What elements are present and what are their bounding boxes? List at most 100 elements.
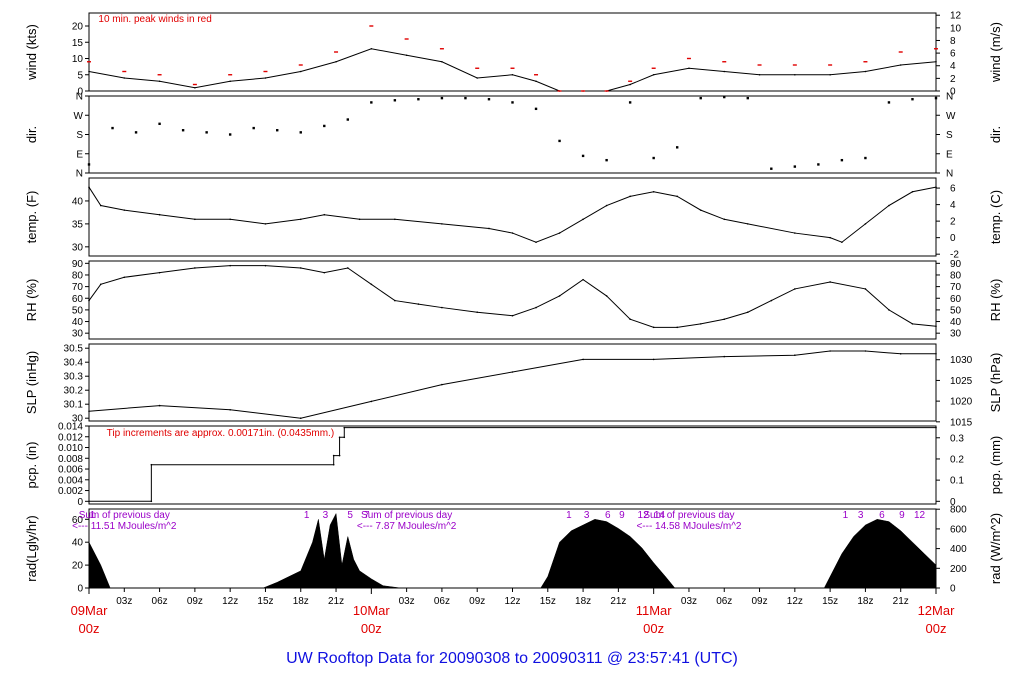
ytick-right-label: 6 [950, 49, 956, 60]
hour-tick-label: 15z [540, 596, 556, 607]
data-point [911, 98, 914, 101]
ytick-right-label: W [946, 111, 956, 122]
ytick-right-label: 30 [950, 329, 962, 340]
data-point [652, 190, 655, 193]
hour-tick-label: 12z [222, 596, 238, 607]
data-point [394, 218, 396, 221]
ytick-right-label: 1020 [950, 397, 973, 408]
ytick-label: 30 [72, 329, 84, 340]
series-line-pcp [89, 427, 936, 502]
hour-tick-label: 09z [751, 596, 767, 607]
hour-tick-label: 15z [257, 596, 273, 607]
data-point [511, 371, 514, 373]
data-point [487, 98, 491, 101]
data-point [652, 73, 655, 76]
data-point [699, 96, 702, 100]
ytick-label: 40 [72, 317, 84, 328]
data-point [652, 358, 655, 361]
ytick-right-label: 800 [950, 505, 967, 516]
data-point [158, 404, 161, 407]
data-point [488, 227, 490, 230]
ytick-right-label: 90 [950, 259, 962, 270]
data-point [794, 73, 796, 76]
ytick-label: 80 [72, 270, 84, 281]
ytick-label: 20 [72, 22, 84, 33]
data-point [535, 306, 537, 309]
data-point [276, 129, 279, 132]
ytick-right-label: 600 [950, 524, 967, 535]
hour-tick-label: 03z [116, 596, 132, 607]
data-point [181, 129, 185, 132]
data-point [343, 426, 346, 429]
data-point [205, 131, 208, 134]
data-point [229, 409, 231, 411]
data-point [899, 64, 902, 66]
x-axis: 03z 06z 09z 12z 15z 18z 21z 03z 06z 09z 12z 15z 18z 2… [71, 588, 956, 636]
data-point [299, 267, 302, 269]
data-point [99, 204, 102, 207]
data-point [299, 70, 302, 73]
ytick-label: 0.010 [58, 443, 83, 454]
data-point [582, 278, 584, 281]
ylabel-right-rh: RH (%) [988, 279, 1003, 322]
solar-hour-mark: 1 [304, 510, 310, 521]
ytick-label: 30 [72, 242, 84, 253]
ytick-right-label: 12 [950, 11, 962, 22]
ytick-right-label: -2 [950, 250, 959, 261]
ytick-label: S [76, 130, 83, 141]
date-hour-label: 00z [926, 621, 947, 636]
data-point [629, 318, 631, 321]
data-point [417, 303, 420, 305]
series-line-slp [88, 350, 936, 419]
date-label: 12Mar [918, 603, 956, 618]
ytick-right-label: 1015 [950, 417, 973, 428]
data-point [794, 288, 796, 290]
ytick-label: E [76, 149, 83, 160]
ytick-label: 15 [72, 38, 84, 49]
ylabel-right-rad: rad (W/m^2) [988, 513, 1003, 584]
ytick-right-label: 0 [950, 87, 956, 98]
data-point [476, 311, 479, 314]
hour-tick-label: 03z [681, 596, 697, 607]
data-point [150, 463, 153, 466]
data-point [88, 410, 90, 413]
data-point [264, 223, 267, 225]
ytick-right-label: 70 [950, 282, 962, 293]
hour-tick-label: 15z [822, 596, 838, 607]
data-point [534, 107, 538, 111]
data-point [746, 311, 749, 314]
ytick-label: 0.006 [58, 465, 83, 476]
data-point [629, 195, 631, 198]
ytick-right-label: 2 [950, 74, 956, 85]
annotation-solar-sum-title: Sum of previous day [361, 510, 452, 521]
ytick-label: 60 [72, 294, 84, 305]
data-point [935, 60, 937, 63]
data-point [935, 353, 937, 355]
ylabel-temp: temp. (F) [24, 191, 39, 244]
data-point [628, 101, 632, 104]
data-point [441, 306, 443, 309]
ylabel-right-pcp: pcp. (mm) [988, 436, 1003, 495]
data-point [123, 77, 126, 79]
ytick-right-label: 40 [950, 317, 962, 328]
data-point [558, 295, 561, 297]
data-point [88, 500, 90, 503]
data-point [699, 209, 702, 211]
ytick-right-label: 0 [950, 584, 956, 595]
data-point [440, 96, 444, 100]
data-point [323, 213, 326, 216]
data-point [558, 232, 561, 234]
data-point [441, 60, 443, 63]
data-point [332, 454, 335, 457]
data-point [441, 383, 443, 386]
data-point [158, 80, 161, 83]
annotation-peak-winds: 10 min. peak winds in red [98, 14, 211, 25]
ytick-label: 30.3 [64, 372, 84, 383]
hour-tick-label: 21z [328, 596, 344, 607]
ytick-right-label: 200 [950, 564, 967, 575]
data-point [511, 73, 514, 76]
data-point [335, 60, 337, 63]
